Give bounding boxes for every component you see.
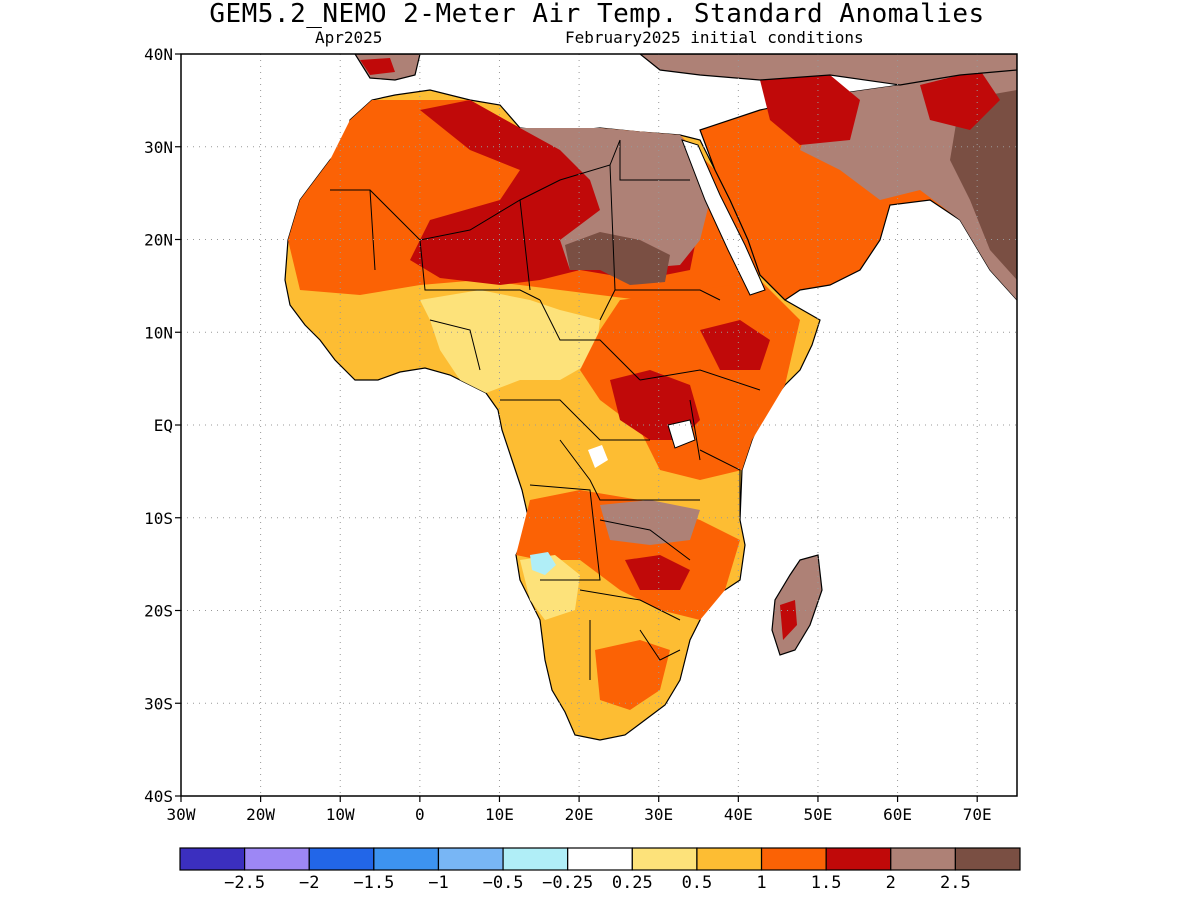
lat-tick-label: 30N xyxy=(144,138,173,157)
colorbar-swatch xyxy=(631,847,698,871)
initial-conditions-label: February2025 initial conditions xyxy=(565,28,864,47)
lon-tick-label: 10W xyxy=(326,805,355,824)
colorbar-swatch xyxy=(825,847,892,871)
colorbar-swatch xyxy=(696,847,763,871)
colorbar-label: −2 xyxy=(299,873,319,893)
lat-tick-label: 20N xyxy=(144,231,173,250)
colorbar-label: −0.25 xyxy=(542,873,593,893)
map-title: GEM5.2_NEMO 2-Meter Air Temp. Standard A… xyxy=(209,0,985,29)
anomaly-brown-south-central xyxy=(600,500,700,545)
lat-tick-label: 10S xyxy=(144,509,173,528)
lat-tick-label: 30S xyxy=(144,694,173,713)
lat-tick-label: 40S xyxy=(144,787,173,806)
madagascar xyxy=(771,554,823,656)
lon-tick-label: 50E xyxy=(803,805,832,824)
anomaly-darkred-zambia xyxy=(625,555,690,590)
lat-tick-label: 20S xyxy=(144,602,173,621)
colorbar-swatch xyxy=(760,847,827,871)
anomaly-brown-egypt-sudan xyxy=(520,128,710,270)
anomaly-light-blue-angola xyxy=(530,552,556,575)
anomaly-light-angola xyxy=(520,555,580,620)
colorbar-label: −2.5 xyxy=(224,873,265,893)
anomaly-darkred-east xyxy=(700,320,770,370)
red-sea xyxy=(681,139,766,296)
colorbar-swatch xyxy=(373,847,440,871)
lon-tick-label: 10E xyxy=(485,805,514,824)
colorbar-label: −0.5 xyxy=(483,873,524,893)
map-plot-area xyxy=(284,54,1017,741)
colorbar-swatch xyxy=(502,847,569,871)
colorbar-swatch xyxy=(244,847,310,871)
colorbar-label: 2 xyxy=(886,873,896,893)
anomaly-light-yellow-west xyxy=(420,290,600,393)
colorbar-swatch xyxy=(567,847,633,871)
lon-tick-label: 70E xyxy=(963,805,992,824)
lake-victoria xyxy=(667,419,696,449)
lon-tick-label: 30E xyxy=(644,805,673,824)
colorbar-label: −1 xyxy=(428,873,448,893)
colorbar-swatch xyxy=(890,847,956,871)
lon-tick-label: 20E xyxy=(565,805,594,824)
colorbar-label: −1.5 xyxy=(353,873,394,893)
colorbar-swatch xyxy=(179,847,246,871)
colorbar-legend: −2.5 −2 −1.5 −1 −0.5 −0.25 0.25 0.5 1 1.5 2 2.5 xyxy=(179,847,1021,893)
lon-tick-label: 30W xyxy=(167,805,196,824)
lon-tick-label: 60E xyxy=(883,805,912,824)
colorbar-label: 0.5 xyxy=(682,873,713,893)
lon-tick-label: 20W xyxy=(246,805,275,824)
anomaly-darkred-europe xyxy=(360,58,395,75)
lon-tick-label: 40E xyxy=(724,805,753,824)
colorbar-label: 0.25 xyxy=(612,873,653,893)
europe-east-landmass xyxy=(639,54,1017,86)
colorbar-label: 1.5 xyxy=(811,873,842,893)
colorbar-swatch xyxy=(437,847,504,871)
map-gridlines xyxy=(181,54,1017,796)
country-borders xyxy=(330,139,761,680)
colorbar-label: 2.5 xyxy=(940,873,971,893)
lat-tick-label: EQ xyxy=(154,416,173,435)
lon-tick-label: 0 xyxy=(415,805,425,824)
colorbar-label: 1 xyxy=(756,873,766,893)
anomaly-darkred-iraq xyxy=(760,75,860,145)
anomaly-dark-brown-asia xyxy=(950,90,1017,280)
forecast-month-label: Apr2025 xyxy=(315,28,383,47)
lat-tick-label: 10N xyxy=(144,323,173,342)
colorbar-swatch xyxy=(954,847,1021,871)
anomaly-white-central xyxy=(588,445,608,468)
anomaly-dark-brown-chad xyxy=(565,232,670,285)
colorbar-swatch xyxy=(308,847,375,871)
anomaly-darkred-madagascar xyxy=(780,600,797,640)
anomaly-orange-southafrica xyxy=(595,640,670,710)
lat-tick-label: 40N xyxy=(144,45,173,64)
anomaly-darkred-caspian xyxy=(920,70,1000,130)
